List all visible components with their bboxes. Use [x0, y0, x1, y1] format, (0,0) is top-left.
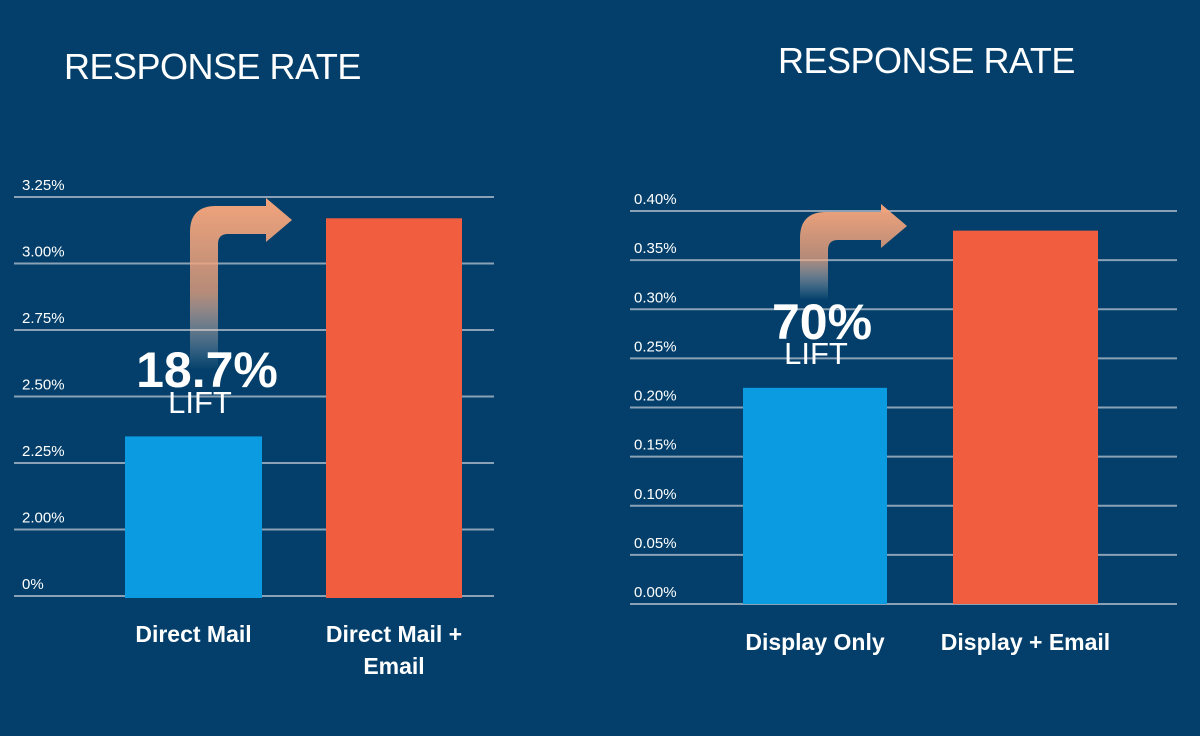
bar-display-only	[743, 387, 887, 604]
bar-direct-mail-email	[326, 218, 462, 598]
y-tick-label: 2.00%	[22, 510, 65, 527]
lift-arrow-icon	[190, 198, 292, 370]
bar-display-email	[953, 230, 1098, 604]
y-tick-label: 0.05%	[634, 535, 677, 552]
y-tick-label: 3.00%	[22, 244, 65, 261]
y-tick-label: 0.25%	[634, 338, 677, 355]
lift-label: LIFT	[784, 336, 848, 371]
y-tick-label: 0.20%	[634, 388, 677, 405]
x-category-label: Display Only	[745, 629, 885, 655]
lift-value: 18.7%	[136, 342, 278, 398]
bar-direct-mail	[125, 436, 262, 598]
x-category-label: Email	[363, 653, 424, 679]
y-tick-label: 0.35%	[634, 240, 677, 257]
y-tick-label: 0.10%	[634, 486, 677, 503]
lift-arrow-icon	[800, 204, 907, 300]
x-category-label: Display + Email	[941, 629, 1110, 655]
y-tick-label: 2.75%	[22, 310, 65, 327]
y-tick-label: 0.00%	[634, 584, 677, 601]
chart-title-right: RESPONSE RATE	[778, 40, 1075, 81]
y-tick-label: 3.25%	[22, 177, 65, 194]
y-tick-label: 2.25%	[22, 443, 65, 460]
y-tick-label: 0.30%	[634, 289, 677, 306]
lift-value: 70%	[772, 294, 872, 350]
x-category-label: Direct Mail +	[326, 621, 462, 647]
y-tick-label: 0%	[22, 576, 44, 593]
y-tick-label: 0.40%	[634, 191, 677, 208]
bar-chart-right: 0.00% 0.05% 0.10% 0.15% 0.20% 0.25% 0.30% 0.35%…	[630, 191, 1177, 655]
chart-title-left: RESPONSE RATE	[64, 46, 361, 87]
lift-label: LIFT	[168, 385, 232, 420]
y-tick-label: 2.50%	[22, 377, 65, 394]
x-category-label: Direct Mail	[135, 621, 251, 647]
bar-chart-left: 0% 2.00% 2.25% 2.50% 2.75% 3.00% 3.25% Direct M…	[14, 177, 494, 679]
y-tick-label: 0.15%	[634, 437, 677, 454]
